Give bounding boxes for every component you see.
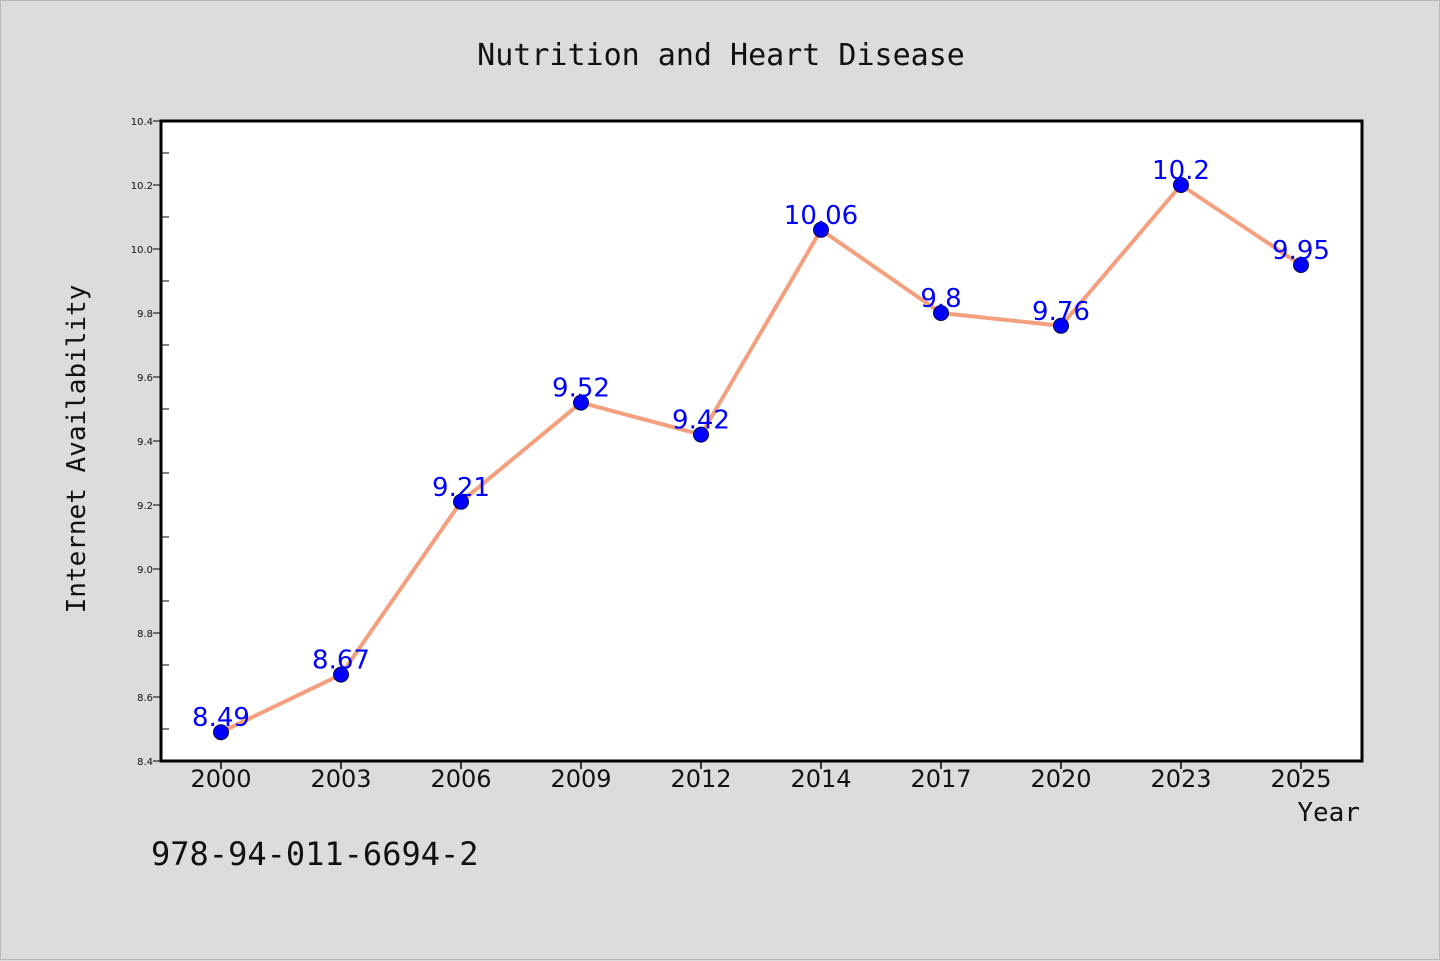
y-axis-label: Internet Availability: [62, 285, 92, 614]
data-point: [693, 426, 709, 443]
y-tick-label: 9.8: [137, 309, 153, 320]
x-tick-label: 2006: [430, 765, 491, 793]
data-label: 9.42: [672, 406, 730, 436]
y-tick-label: 9.4: [137, 437, 153, 448]
y-tick-label: 8.8: [137, 629, 153, 640]
y-tick-label: 8.6: [137, 693, 153, 704]
data-point: [333, 666, 349, 683]
x-tick-label: 2025: [1270, 765, 1331, 793]
data-labels-group: 8.49 8.67 9.21 9.52 9.42 10.06 9.8 9.76 10.2 9.95: [192, 156, 1330, 733]
data-label: 10.2: [1152, 156, 1210, 186]
series-line: [220, 183, 1303, 735]
y-tick-label: 8.4: [137, 757, 153, 768]
data-point: [213, 724, 229, 741]
data-point: [1173, 177, 1189, 193]
x-tick-label: 2003: [310, 765, 371, 793]
data-points-group: [213, 177, 1309, 741]
data-label: 9.8: [920, 284, 961, 314]
x-tick-label: 2023: [1150, 765, 1211, 793]
data-label: 9.52: [552, 374, 610, 404]
x-tick-label: 2014: [790, 765, 851, 793]
y-axis: 8.4 8.6 8.8 9.0 9.2 9.4 9.6 9.8 10.0 10.2 10.4: [131, 117, 169, 768]
x-tick-label: 2017: [910, 765, 971, 793]
data-label: 9.21: [432, 473, 490, 503]
x-axis-label: Year: [1297, 798, 1360, 828]
y-tick-label: 9.0: [137, 565, 153, 576]
chart-title: Nutrition and Heart Disease: [477, 38, 965, 73]
x-axis: 2000 2003 2006 2009 2012 2014 2017 2020 2023 2025: [190, 761, 1332, 793]
isbn-text: 978-94-011-6694-2: [151, 835, 479, 873]
x-tick-label: 2009: [550, 765, 611, 793]
data-label: 8.49: [192, 703, 250, 733]
y-tick-label: 9.2: [137, 501, 153, 512]
data-point: [1053, 317, 1069, 334]
y-tick-label: 10.4: [131, 117, 153, 128]
data-point: [933, 305, 949, 321]
data-point: [573, 394, 589, 411]
y-tick-label: 9.6: [137, 373, 153, 384]
data-label: 8.67: [312, 646, 370, 676]
y-tick-label: 10.2: [131, 181, 153, 192]
data-point: [453, 493, 469, 510]
y-tick-label: 10.0: [131, 245, 153, 256]
data-label: 10.06: [784, 201, 858, 231]
plot-area: [159, 119, 1364, 763]
data-label: 9.76: [1032, 297, 1090, 327]
series-line-group: [220, 183, 1303, 735]
x-tick-label: 2020: [1030, 765, 1091, 793]
data-label: 9.95: [1272, 236, 1330, 266]
x-tick-label: 2000: [190, 765, 251, 793]
data-point: [1293, 257, 1309, 273]
data-point: [813, 221, 829, 238]
x-tick-label: 2012: [670, 765, 731, 793]
